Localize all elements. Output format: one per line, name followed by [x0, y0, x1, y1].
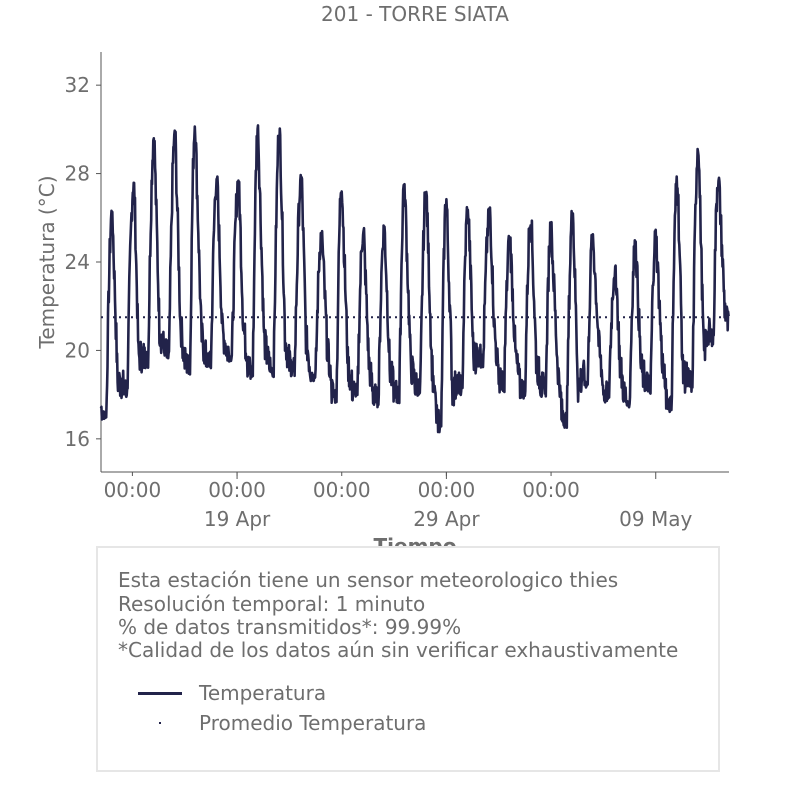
legend-label-temperatura: Temperatura	[199, 681, 327, 705]
x-minor-tick-label: 00:00	[418, 478, 476, 502]
y-axis-label: Temperatura (°C)	[35, 175, 59, 349]
x-major-tick-label: 29 Apr	[413, 507, 480, 531]
y-tick-label: 28	[65, 162, 90, 186]
x-major-tick-label: 19 Apr	[204, 507, 271, 531]
legend-swatch-dot	[159, 722, 161, 724]
y-tick-label: 16	[65, 427, 90, 451]
legend-item-temperatura: Temperatura	[138, 681, 558, 705]
x-minor-tick-label: 00:00	[522, 478, 580, 502]
info-data-transmitted: % de datos transmitidos*: 99.99%	[118, 615, 462, 639]
axis-ticks: 16 20 24 28 32 00:00 00:00 00:00 00:00 00:00 19 Ap…	[65, 73, 693, 531]
info-box: Esta estación tiene un sensor meteorolog…	[96, 546, 720, 772]
info-station-sensor: Esta estación tiene un sensor meteorolog…	[118, 568, 619, 592]
x-minor-tick-label: 00:00	[104, 478, 162, 502]
legend-label-promedio: Promedio Temperatura	[199, 711, 427, 735]
chart-title: 201 - TORRE SIATA	[321, 2, 509, 26]
x-minor-tick-label: 00:00	[208, 478, 266, 502]
series-line-temperatura	[99, 124, 730, 434]
info-quality-note: *Calidad de los datos aún sin verificar …	[118, 638, 679, 662]
x-minor-tick-label: 00:00	[313, 478, 371, 502]
y-tick-label: 20	[65, 338, 90, 362]
series-group	[99, 124, 730, 434]
legend-swatch-solid-line	[138, 692, 182, 695]
y-tick-label: 24	[65, 250, 90, 274]
info-resolution: Resolución temporal: 1 minuto	[118, 592, 426, 616]
x-major-tick-label: 09 May	[619, 507, 692, 531]
legend-item-promedio: Promedio Temperatura	[138, 711, 558, 735]
y-tick-label: 32	[65, 73, 90, 97]
